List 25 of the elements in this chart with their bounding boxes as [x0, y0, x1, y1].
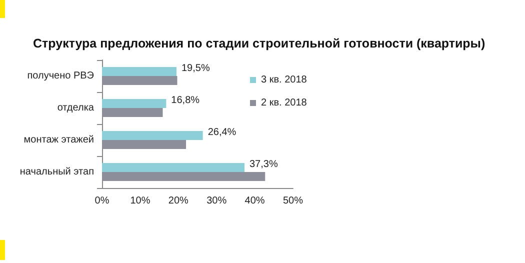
y-tick-label: начальный этап: [20, 166, 94, 178]
data-label: 26,4%: [208, 127, 236, 138]
x-tick-label: 50%: [282, 196, 304, 206]
bar: [102, 172, 266, 181]
chart-title: Структура предложения по стадии строительной готовности (квартиры): [33, 36, 486, 50]
bar: [102, 108, 163, 117]
legend-label: 2 кв. 2018: [261, 98, 308, 108]
bar: [102, 140, 186, 149]
bar: [102, 76, 178, 85]
x-tick-label: 0%: [94, 196, 110, 206]
data-label: 19,5%: [181, 63, 210, 74]
x-tick-label: 30%: [206, 196, 227, 206]
bar: [102, 99, 166, 108]
x-tick-label: 20%: [168, 196, 189, 206]
data-label: 16,8%: [171, 95, 200, 106]
y-tick-label: получено РВЭ: [27, 70, 94, 82]
bar: [102, 67, 176, 76]
bar: [102, 131, 203, 140]
y-tick-label: монтаж этажей: [24, 134, 94, 146]
y-tick-label: отделка: [57, 102, 94, 114]
x-tick-label: 40%: [244, 196, 265, 206]
bar: [102, 163, 244, 172]
legend-label: 3 кв. 2018: [261, 74, 308, 86]
x-tick-label: 10%: [130, 196, 150, 206]
data-label: 37,3%: [249, 159, 278, 170]
